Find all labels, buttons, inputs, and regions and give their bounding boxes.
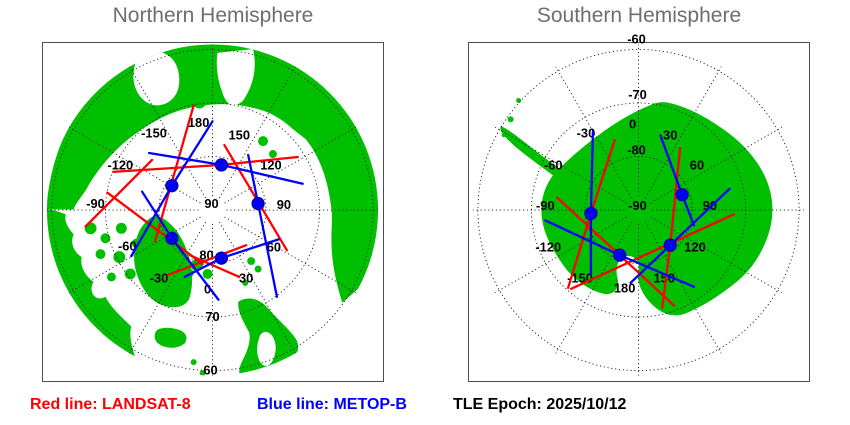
landmass xyxy=(46,44,379,376)
graticule-label: 60 xyxy=(203,363,217,378)
satellite-position-dot xyxy=(165,231,179,245)
graticule-labels: -60-700-30 30-80-60 60-90 -90 90-120 120-150 1… xyxy=(535,31,717,295)
graticule-label: 70 xyxy=(205,309,219,324)
satellite-position-dot xyxy=(675,188,689,202)
graticule-label: -120 xyxy=(535,240,561,255)
satellite-position-dot xyxy=(584,206,598,221)
graticule-label: -120 xyxy=(107,157,133,172)
north-hemisphere-title: Northern Hemisphere xyxy=(112,4,314,27)
graticule-label: -60 xyxy=(544,157,563,172)
landsat8-track xyxy=(166,244,248,277)
graticule-label: -30 xyxy=(577,126,596,141)
graticule-label: 150 xyxy=(654,270,675,285)
graticule-label: 150 xyxy=(229,128,250,143)
satellite-position-dot xyxy=(251,196,265,211)
landsat8-track xyxy=(188,253,241,279)
graticule-label: -150 xyxy=(141,126,167,141)
graticule-label: 180 xyxy=(614,280,635,295)
landmass xyxy=(500,98,773,316)
graticule-label: 90 xyxy=(277,197,291,212)
graticule-label: 90 xyxy=(703,198,717,213)
graticule-label: -60 xyxy=(118,239,137,254)
graticule-label: 60 xyxy=(267,240,281,255)
satellite-position-dot xyxy=(214,158,229,172)
graticule-label: -90 xyxy=(536,198,555,213)
satellite-position-dot xyxy=(165,179,179,193)
graticule-label: 180 xyxy=(188,115,209,130)
graticule-label: -80 xyxy=(627,143,646,158)
legend-landsat8: Red line: LANDSAT-8 xyxy=(30,396,191,413)
landsat8-track xyxy=(106,191,204,266)
satellite-positions xyxy=(584,188,689,262)
satellite-position-dot xyxy=(663,238,677,252)
legend-metopb: Blue line: METOP-B xyxy=(257,396,407,413)
north-hemisphere-map: 180 -150 150 -120 120 -90 90 90 -60 60 80 -30 30 0 70 6… xyxy=(42,42,384,382)
graticule-label: -70 xyxy=(628,87,647,102)
landsat8-track xyxy=(569,213,735,290)
south-hemisphere-title: Southern Hemisphere xyxy=(536,4,742,27)
graticule-label: -30 xyxy=(150,270,169,285)
graticule xyxy=(46,44,379,376)
graticule-label: 120 xyxy=(684,240,705,255)
graticule-label: 60 xyxy=(690,157,704,172)
graticule-label: 0 xyxy=(204,281,211,296)
graticule-label: 0 xyxy=(629,117,636,132)
graticule-label: 30 xyxy=(663,128,677,143)
graticule-label: -90 xyxy=(628,198,647,213)
satellite-position-dot xyxy=(214,251,229,265)
graticule-label: -60 xyxy=(627,31,646,46)
satellite-positions xyxy=(165,158,265,265)
south-hemisphere-map: -60 -70 0 -30 30 -80 -60 60 -90 -90 90 -120 120 -150 1… xyxy=(468,31,810,382)
graticule-label: 30 xyxy=(239,270,253,285)
landsat8-track xyxy=(153,104,195,243)
south-map-canvas: -60-700-30 30-80-60 60-90 -90 90-120 120-150 1… xyxy=(472,31,805,376)
graticule-label: -90 xyxy=(86,196,105,211)
tle-epoch-label: TLE Epoch: 2025/10/12 xyxy=(453,396,627,413)
satellite-position-dot xyxy=(613,248,627,262)
landsat8-track xyxy=(84,158,154,228)
graticule-label: 90 xyxy=(204,196,218,211)
